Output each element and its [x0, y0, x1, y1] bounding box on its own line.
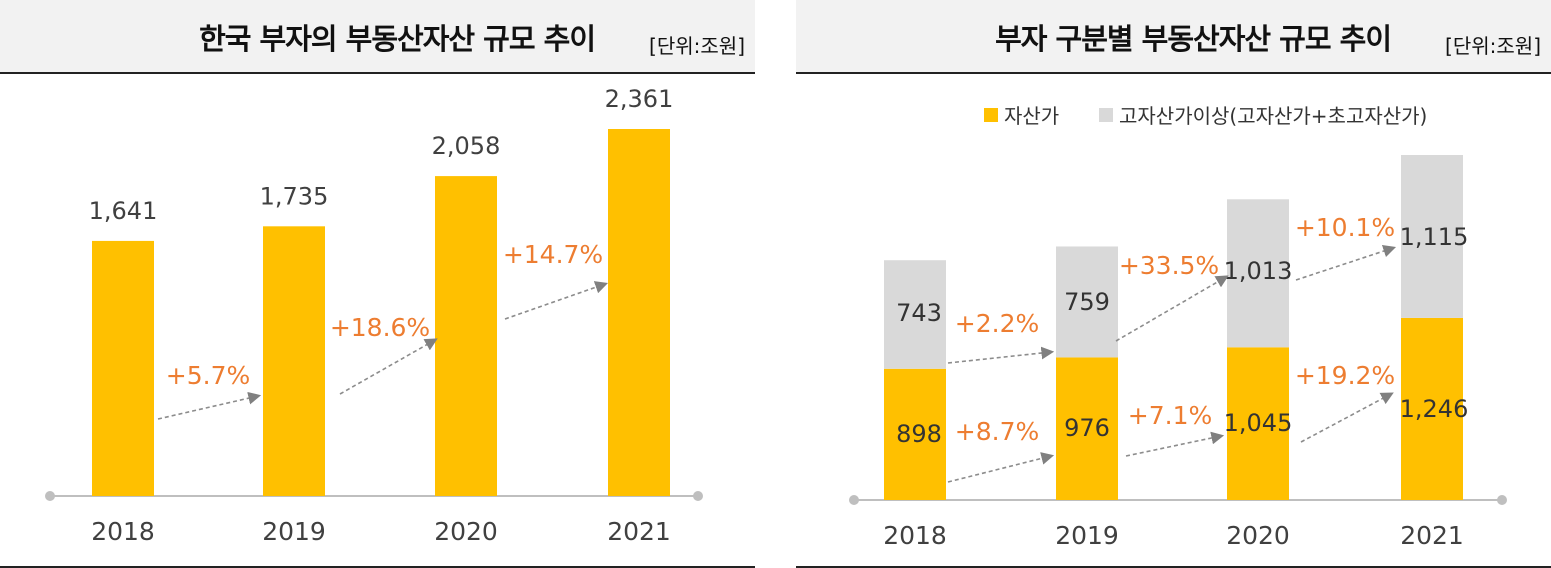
left-x-tick-2018: 2018 [91, 517, 155, 546]
right-bottom-rule [796, 566, 1551, 568]
left-growth-label-1: +18.6% [330, 313, 430, 342]
right-bar-2021-series-0 [1401, 317, 1463, 500]
left-bottom-rule [0, 566, 755, 568]
right-series-0-growth-arrow-1 [1125, 431, 1225, 457]
right-bar-2018-series-1 [884, 260, 946, 369]
left-growth-arrow-0 [157, 391, 262, 420]
right-x-tick-2020: 2020 [1226, 521, 1290, 550]
right-series-0-label-2018: 898 [896, 420, 942, 448]
right-bar-2020-series-0 [1227, 347, 1289, 500]
right-axis-end-dot [1497, 495, 1507, 505]
left-growth-label-2: +14.7% [503, 240, 603, 269]
right-series-1-growth-label-2: +10.1% [1295, 213, 1395, 242]
left-growth-arrow-1 [339, 338, 438, 395]
left-x-tick-2021: 2021 [607, 517, 671, 546]
left-value-label-2021: 2,361 [605, 85, 674, 113]
right-series-1-growth-arrow-0 [947, 346, 1055, 364]
right-series-1-label-2019: 759 [1064, 288, 1110, 316]
right-x-tick-2021: 2021 [1400, 521, 1464, 550]
left-x-tick-2020: 2020 [434, 517, 498, 546]
right-bar-2019-series-0 [1056, 357, 1118, 500]
left-axis-start-dot [45, 491, 55, 501]
right-chart-header: 부자 구분별 부동산자산 규모 추이 [단위:조원] [796, 0, 1551, 74]
right-bar-2021-series-1 [1401, 155, 1463, 318]
right-legend-label-0: 자산가 [1004, 104, 1059, 128]
left-growth-arrow-2 [504, 281, 609, 320]
left-bar-2020 [435, 176, 497, 496]
left-value-label-2019: 1,735 [260, 182, 329, 210]
left-chart-plot: 1,641 2018 1,735 2019 2,058 2020 2,361 2021 +5.7… [45, 85, 703, 546]
left-bar-2019 [263, 226, 325, 496]
left-chart-unit: [단위:조원] [649, 34, 745, 58]
left-value-label-2018: 1,641 [89, 197, 158, 225]
right-x-tick-2018: 2018 [883, 521, 947, 550]
right-chart-title: 부자 구분별 부동산자산 규모 추이 [995, 22, 1392, 56]
right-legend-swatch-1 [1099, 108, 1113, 122]
left-chart-panel: 한국 부자의 부동산자산 규모 추이 [단위:조원] 1,641 2018 1,73… [0, 0, 755, 568]
right-x-tick-2019: 2019 [1055, 521, 1119, 550]
right-legend-label-1: 고자산가이상(고자산가+초고자산가) [1119, 104, 1427, 128]
right-chart-unit: [단위:조원] [1445, 34, 1541, 58]
right-series-0-growth-arrow-2 [1300, 392, 1394, 443]
right-series-0-growth-label-2: +19.2% [1295, 361, 1395, 390]
right-series-1-label-2018: 743 [896, 299, 942, 327]
right-bar-2020-series-1 [1227, 199, 1289, 348]
right-series-1-growth-label-1: +33.5% [1119, 251, 1219, 280]
left-growth-label-0: +5.7% [166, 361, 250, 390]
right-chart-panel: 부자 구분별 부동산자산 규모 추이 [단위:조원] 자산가 고자산가이상(고자산… [796, 0, 1551, 568]
right-legend-swatch-0 [984, 108, 998, 122]
right-series-1-label-2021: 1,115 [1400, 223, 1469, 251]
left-axis-end-dot [693, 491, 703, 501]
right-axis-start-dot [849, 495, 859, 505]
right-series-1-label-2020: 1,013 [1224, 257, 1293, 285]
right-series-0-growth-label-0: +8.7% [955, 417, 1039, 446]
left-chart-header: 한국 부자의 부동산자산 규모 추이 [단위:조원] [0, 0, 755, 74]
left-x-tick-2019: 2019 [262, 517, 326, 546]
left-bar-2021 [608, 129, 670, 496]
right-series-0-growth-arrow-0 [947, 452, 1055, 483]
left-bar-2018 [92, 240, 154, 496]
left-value-label-2020: 2,058 [432, 132, 501, 160]
right-chart-plot: 자산가 고자산가이상(고자산가+초고자산가) 2018 2019 2020 2021 898… [849, 104, 1507, 550]
right-series-1-growth-arrow-1 [1115, 275, 1229, 342]
right-bar-2019-series-1 [1056, 246, 1118, 358]
right-series-1-growth-arrow-2 [1295, 244, 1397, 281]
right-series-0-label-2021: 1,246 [1400, 395, 1469, 423]
right-series-1-growth-label-0: +2.2% [955, 309, 1039, 338]
right-series-0-label-2020: 1,045 [1224, 409, 1293, 437]
right-series-0-label-2019: 976 [1064, 414, 1110, 442]
right-series-0-growth-label-1: +7.1% [1128, 401, 1212, 430]
right-bar-2018-series-0 [884, 368, 946, 500]
left-chart-title: 한국 부자의 부동산자산 규모 추이 [199, 22, 596, 56]
